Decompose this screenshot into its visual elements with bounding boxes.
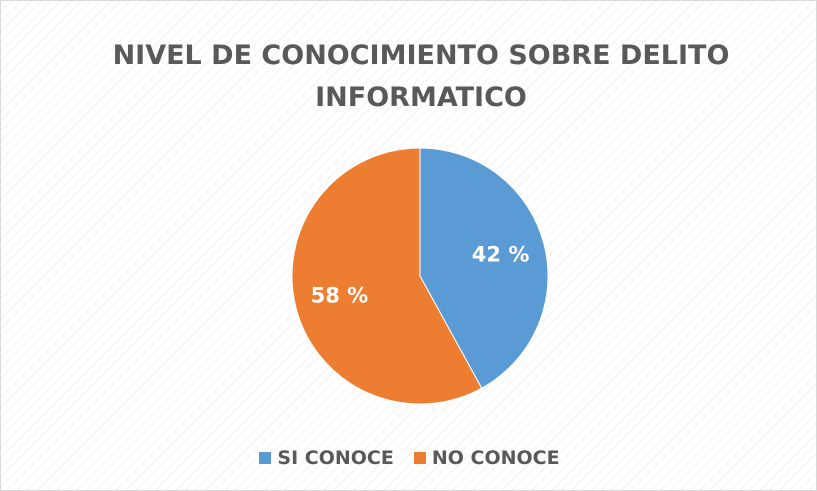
- pie-slice: [291, 147, 483, 405]
- legend-swatch: [259, 452, 272, 464]
- legend: SI CONOCE NO CONOCE: [1, 447, 817, 469]
- pie-slice: [419, 147, 549, 389]
- data-label: 58 %: [311, 284, 369, 308]
- legend-item: NO CONOCE: [413, 447, 560, 469]
- data-label: 42 %: [472, 242, 530, 266]
- legend-label: SI CONOCE: [277, 447, 394, 469]
- chart-title: NIVEL DE CONOCIMIENTO SOBRE DELITO INFOR…: [112, 40, 730, 113]
- legend-item: SI CONOCE: [259, 447, 394, 469]
- legend-swatch: [413, 452, 426, 464]
- legend-label: NO CONOCE: [431, 447, 560, 469]
